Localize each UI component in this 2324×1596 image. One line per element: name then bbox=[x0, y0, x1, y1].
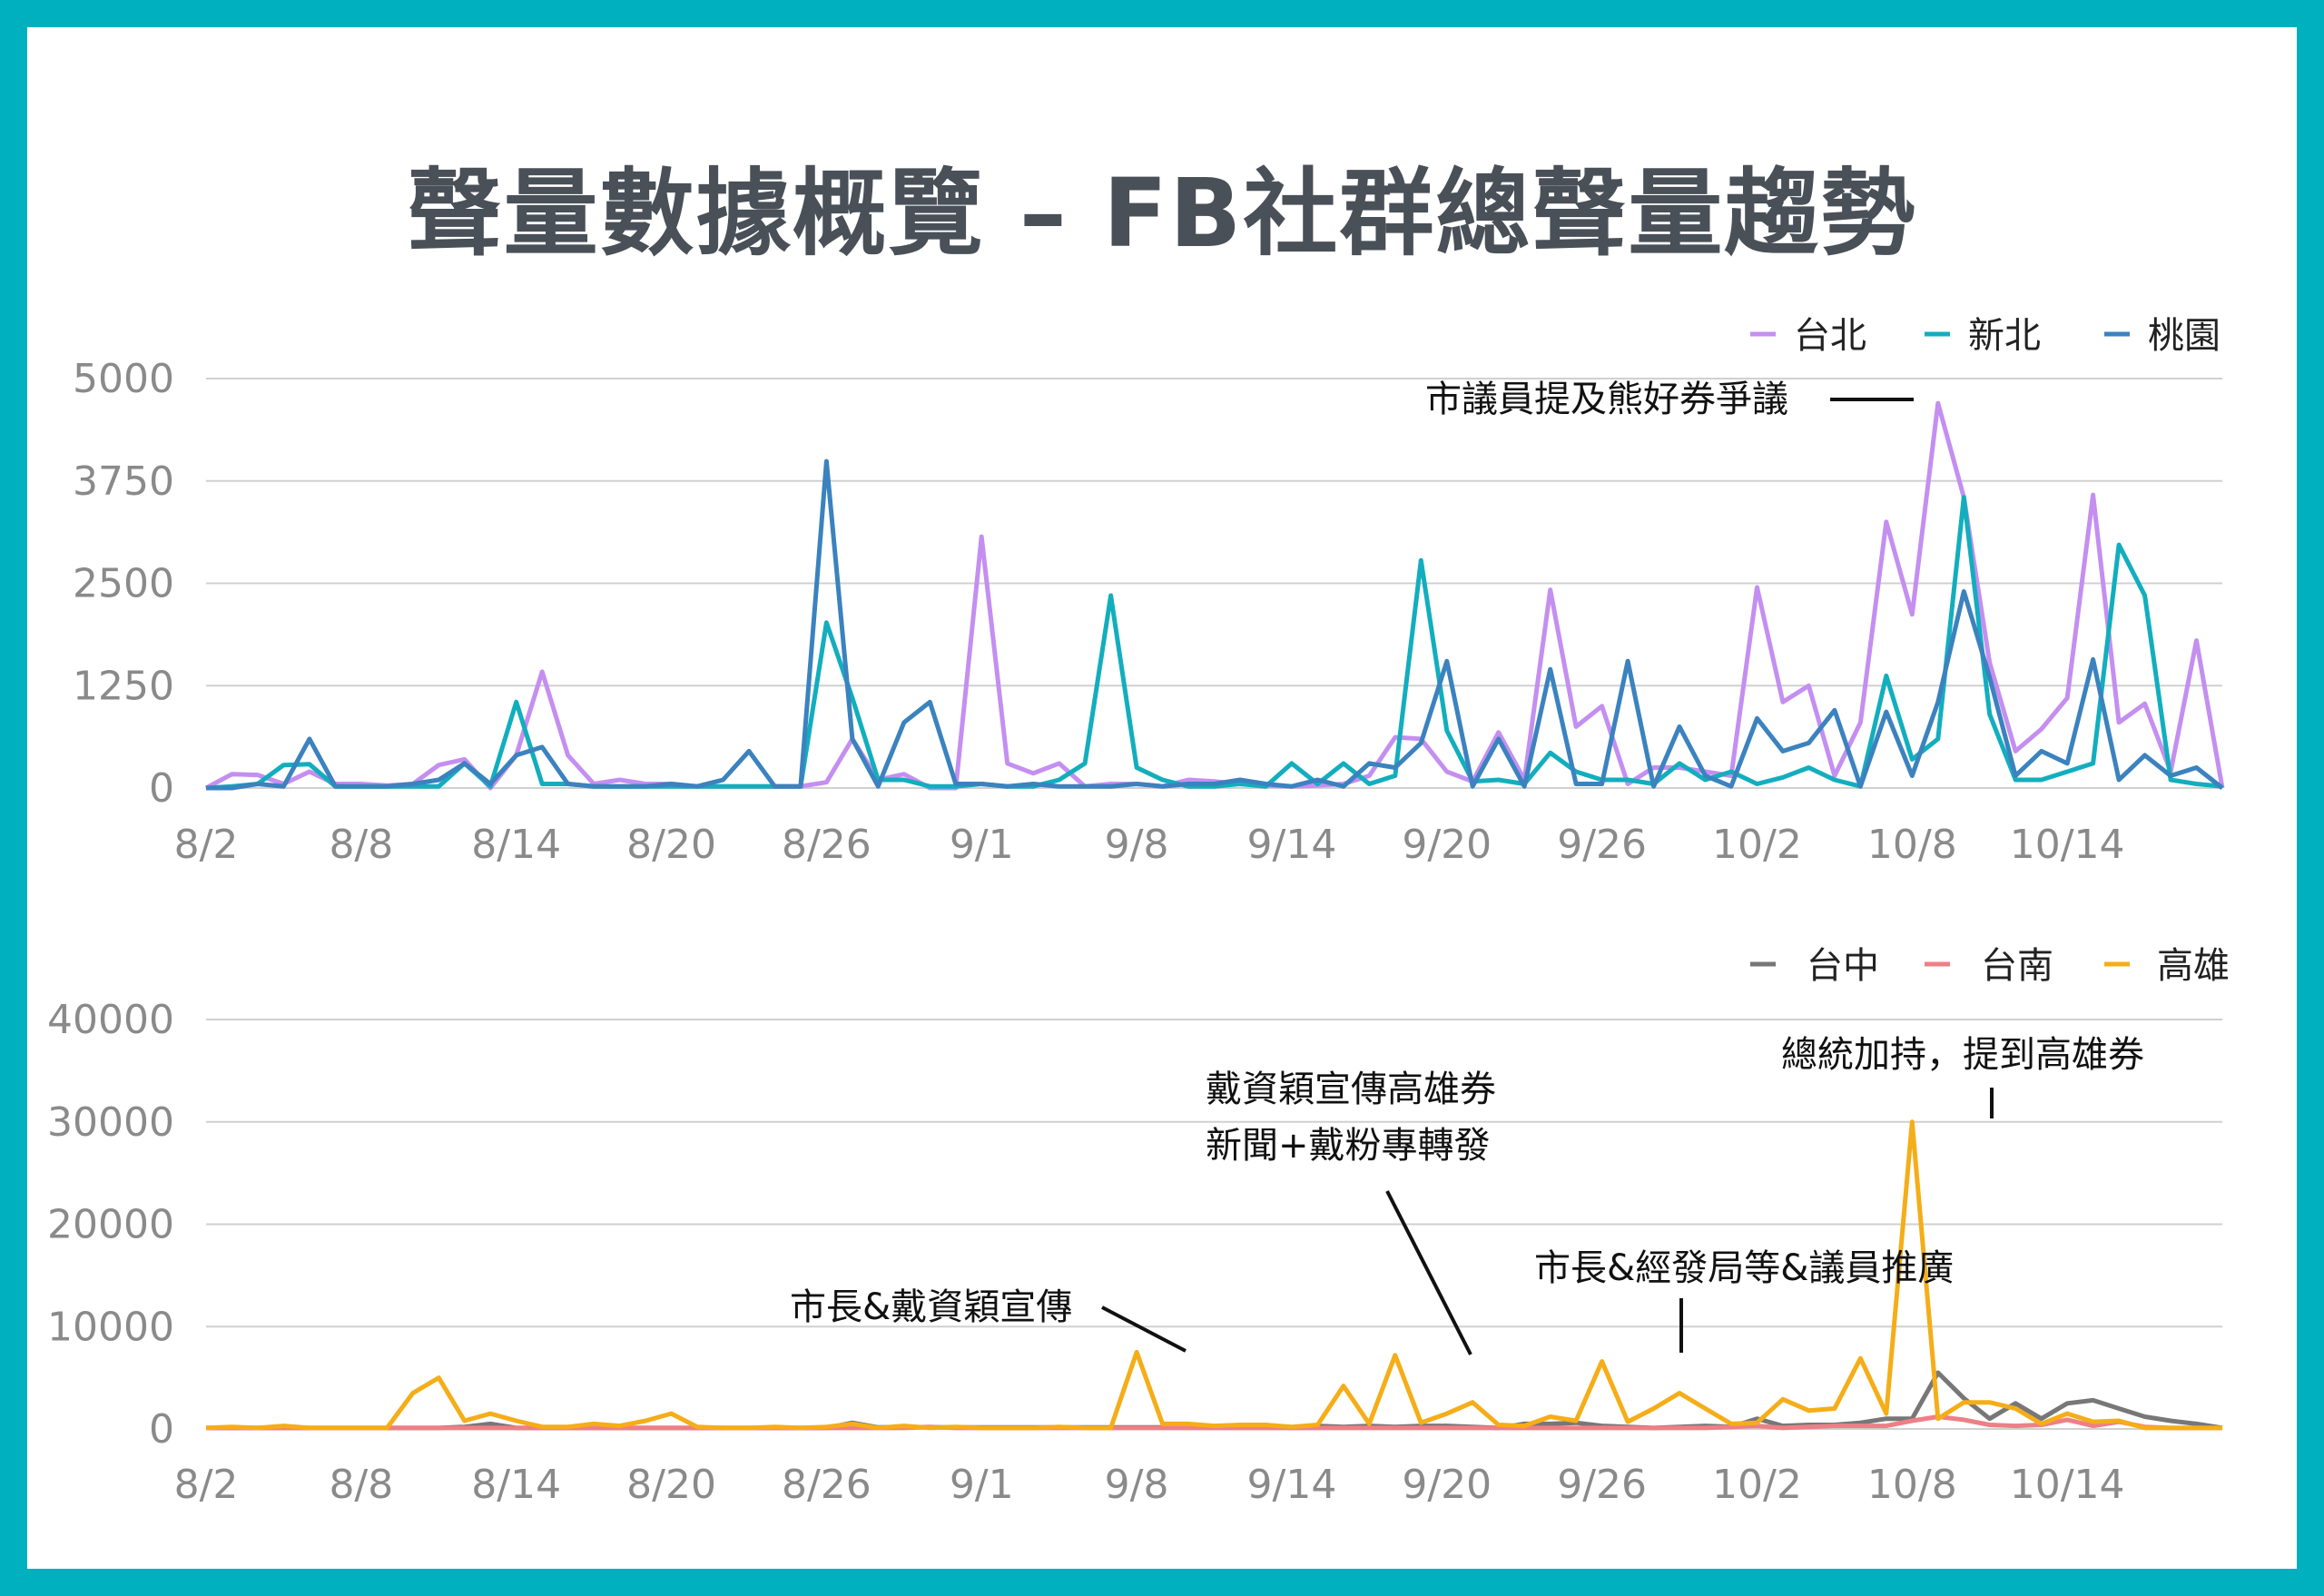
y-tick-label: 3750 bbox=[73, 458, 174, 505]
y-tick-label: 30000 bbox=[47, 1099, 174, 1146]
chart1-y-axis: 0 1250 2500 3750 5000 bbox=[73, 356, 174, 812]
y-tick-label: 1250 bbox=[73, 663, 174, 709]
y-tick-label: 20000 bbox=[47, 1202, 174, 1248]
legend-label-taoyuan: 桃園 bbox=[2148, 315, 2221, 357]
x-tick-label: 8/20 bbox=[626, 1462, 716, 1508]
y-tick-label: 5000 bbox=[73, 356, 174, 402]
x-tick-label: 10/8 bbox=[1867, 822, 1957, 868]
legend-label-taichung: 台中 bbox=[1807, 945, 1879, 987]
y-tick-label: 40000 bbox=[47, 997, 174, 1043]
y-tick-label: 0 bbox=[149, 1406, 174, 1453]
chart2-annotations: 市長&戴資穎宣傳 戴資穎宣傳高雄券 新聞+戴粉專轉發 市長&經發局等&議員推廣 … bbox=[790, 1034, 2144, 1355]
x-tick-label: 8/14 bbox=[471, 822, 561, 868]
series-line-桃園 bbox=[206, 458, 2224, 791]
annotation-mayor-tai: 市長&戴資穎宣傳 bbox=[790, 1286, 1072, 1328]
annotation-tai-promo-line2: 新聞+戴粉專轉發 bbox=[1206, 1125, 1491, 1167]
x-tick-label: 10/8 bbox=[1867, 1462, 1957, 1508]
y-tick-label: 0 bbox=[149, 765, 174, 812]
annotation-councillor-dispute: 市議員提及熊好券爭議 bbox=[1425, 379, 1788, 420]
chart1-legend: 台北 新北 桃園 bbox=[1750, 315, 2221, 357]
x-tick-label: 9/14 bbox=[1247, 1462, 1337, 1508]
x-tick-label: 8/20 bbox=[626, 822, 716, 868]
x-tick-label: 8/14 bbox=[471, 1462, 561, 1508]
legend-label-kaohsiung: 高雄 bbox=[2157, 945, 2230, 987]
y-tick-label: 10000 bbox=[47, 1304, 174, 1350]
chart2-y-axis: 0 10000 20000 30000 40000 bbox=[47, 997, 174, 1453]
chart2-x-axis: 8/2 8/8 8/14 8/20 8/26 9/1 9/8 9/14 9/20 9/26 10/2… bbox=[174, 1462, 2125, 1508]
x-tick-label: 10/14 bbox=[2010, 1462, 2125, 1508]
series-line-高雄 bbox=[205, 1119, 2222, 1431]
x-tick-label: 9/26 bbox=[1557, 1462, 1647, 1508]
series-line-台北 bbox=[204, 400, 2225, 791]
x-tick-label: 8/2 bbox=[174, 1462, 239, 1508]
x-tick-label: 9/20 bbox=[1402, 1462, 1492, 1508]
x-tick-label: 9/8 bbox=[1105, 1462, 1169, 1508]
x-tick-label: 8/26 bbox=[782, 822, 872, 868]
annotation-president: 總統加持，提到高雄券 bbox=[1781, 1034, 2144, 1076]
x-tick-label: 10/2 bbox=[1712, 822, 1802, 868]
chart-taichung-tainan-kaohsiung: 0 10000 20000 30000 40000 8/2 8/8 8/14 8/20 8/26… bbox=[47, 945, 2230, 1508]
x-tick-label: 8/8 bbox=[329, 822, 393, 868]
x-tick-label: 9/26 bbox=[1557, 822, 1647, 868]
annotation-mayor-bureau: 市長&經發局等&議員推廣 bbox=[1534, 1247, 1954, 1289]
legend-label-tainan: 台南 bbox=[1981, 945, 2053, 987]
legend-label-taipei: 台北 bbox=[1794, 315, 1866, 357]
y-tick-label: 2500 bbox=[73, 561, 174, 607]
chart-taipei-newtaipei-taoyuan: 0 1250 2500 3750 5000 8/2 8/8 8/14 8/20 8/26 9/1 9… bbox=[73, 315, 2225, 868]
x-tick-label: 9/1 bbox=[950, 1462, 1014, 1508]
x-tick-label: 10/2 bbox=[1712, 1462, 1802, 1508]
page-title: 聲量數據概覽 – FB社群總聲量趨勢 bbox=[407, 158, 1917, 269]
annotation-mayor-tai-pointer bbox=[1101, 1305, 1187, 1353]
x-tick-label: 10/14 bbox=[2010, 822, 2125, 868]
x-tick-label: 9/14 bbox=[1247, 822, 1337, 868]
chart1-annotations: 市議員提及熊好券爭議 bbox=[1425, 379, 1914, 420]
annotation-tai-promo-pointer bbox=[1385, 1190, 1472, 1355]
annotation-tai-promo-line1: 戴資穎宣傳高雄券 bbox=[1206, 1069, 1496, 1110]
chart2-series bbox=[205, 1119, 2223, 1431]
x-tick-label: 9/1 bbox=[950, 822, 1014, 868]
x-tick-label: 9/8 bbox=[1105, 822, 1169, 868]
chart2-legend: 台中 台南 高雄 bbox=[1750, 945, 2230, 987]
chart1-x-axis: 8/2 8/8 8/14 8/20 8/26 9/1 9/8 9/14 9/20 9/26 10/2… bbox=[174, 822, 2125, 868]
x-tick-label: 9/20 bbox=[1402, 822, 1492, 868]
chart1-gridlines bbox=[206, 378, 2222, 789]
x-tick-label: 8/26 bbox=[782, 1462, 872, 1508]
x-tick-label: 8/8 bbox=[329, 1462, 393, 1508]
x-tick-label: 8/2 bbox=[174, 822, 239, 868]
chart1-series bbox=[204, 400, 2225, 791]
legend-label-newtaipei: 新北 bbox=[1968, 315, 2041, 357]
series-line-新北 bbox=[205, 495, 2223, 791]
